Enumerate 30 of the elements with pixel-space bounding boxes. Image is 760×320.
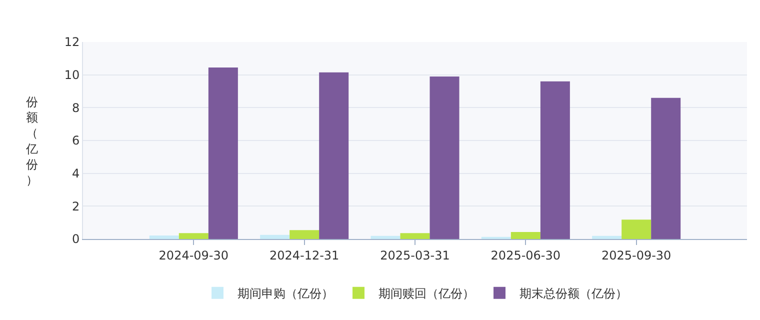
- legend-label: 期间申购（亿份）: [238, 286, 334, 301]
- y-tick-label: 6: [72, 134, 80, 148]
- x-tick-label: 2024-09-30: [158, 248, 229, 262]
- x-tick-label: 2024-12-31: [269, 248, 340, 262]
- y-axis-title: 份额（亿份）: [25, 95, 38, 187]
- x-tick-label: 2025-03-31: [380, 248, 450, 262]
- bar: [651, 98, 681, 239]
- legend-label: 期间赎回（亿份）: [378, 286, 474, 301]
- bar: [510, 232, 540, 239]
- bar: [400, 233, 430, 239]
- y-tick-label: 2: [72, 199, 80, 214]
- bar: [370, 236, 400, 239]
- y-tick-label: 10: [64, 68, 80, 82]
- bar: [592, 236, 622, 239]
- y-tick-label: 0: [72, 232, 80, 246]
- legend-label: 期末总份额（亿份）: [520, 286, 628, 301]
- bar: [178, 233, 208, 239]
- x-tick-label: 2025-06-30: [490, 248, 561, 262]
- y-tick-label: 8: [72, 100, 80, 115]
- bar: [540, 81, 570, 239]
- x-tick-label: 2025-09-30: [601, 248, 672, 262]
- y-tick-label: 12: [64, 35, 80, 50]
- bar: [430, 76, 460, 239]
- bar: [319, 72, 349, 239]
- bar: [208, 67, 238, 239]
- bar: [260, 234, 290, 239]
- bar: [290, 230, 320, 239]
- bar: [622, 220, 652, 239]
- y-tick-label: 4: [72, 166, 80, 181]
- bar: [149, 236, 179, 239]
